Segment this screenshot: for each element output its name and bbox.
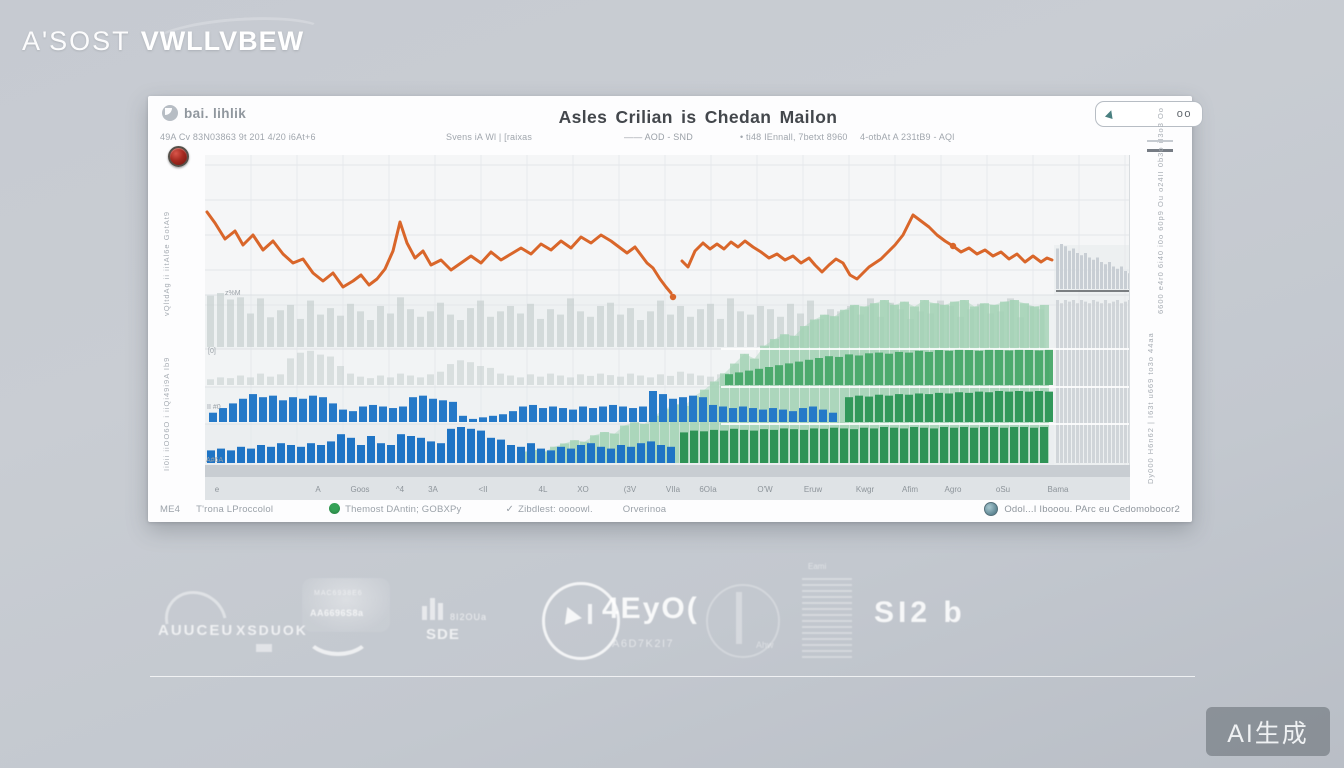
ai-generated-watermark: AI生成 [1206,707,1330,756]
partner-logo-swoosh-icon [304,610,372,656]
svg-text:Eruw: Eruw [804,485,822,494]
svg-text:Goos: Goos [350,485,369,494]
footer-item-overview[interactable]: Orverinoa [622,503,667,515]
right-axis-label-bottom: Dy000 H6n62 | I63t u669 to3o 44aa [1146,332,1155,484]
card-logo: bai. lihlik [162,105,246,121]
svg-text:6OIa: 6OIa [699,485,717,494]
card-footer: ME4 T'rona LProccolol Themost DAntin; GO… [160,500,1180,518]
svg-text:Agro: Agro [945,485,962,494]
partner-logo-4-sub: SDE [426,626,460,643]
svg-text:<II: <II [478,485,487,494]
svg-text:^4: ^4 [396,485,405,494]
svg-text:4L: 4L [539,485,548,494]
partner-logo-5: 4EyO( [602,592,699,625]
chart-card: bai. lihlik Asles Crilian is Chedan Mail… [148,96,1203,522]
svg-text:e: e [215,485,220,494]
partner-logo-dotted-icon [802,574,852,658]
chart-canvas[interactable]: e A Goos ^4 3A <II 4L XO (3V VIIa 6OIa O'W Eruw Kwgr A… [205,155,1130,500]
right-axis-label-top: 6600 e4r0 6i40 i0o 60p9 Ou o24II 0b3o iI… [1156,107,1165,314]
card-logo-icon [162,105,178,121]
search-value: oo [1176,108,1192,120]
globe-icon [984,502,999,516]
left-axis-label-top: vQltdAg ii iitAl6e GotAt9 [162,210,171,316]
partner-logo-tower-icon [736,592,742,644]
play-bar-icon [588,604,592,624]
chart-title: Asles Crilian is Chedan Mailon [558,107,838,127]
footer-item-me4: ME4 [160,503,181,515]
footer-item-protocol[interactable]: T'rona LProccolol [196,503,274,515]
divider-line [150,676,1195,677]
svg-text:z%M: z%M [225,290,241,297]
cursor-icon [1104,108,1116,120]
partner-logo-4: 8I2OUa [450,612,488,622]
partner-logo-2-icon [256,644,272,652]
brand-name: VWLLVBEW [140,26,305,56]
svg-text:VIIa: VIIa [666,485,681,494]
brand-prefix: A'SOST [22,26,131,56]
meta-info-center: Svens iA Wl | [raixas [446,132,533,142]
partner-logo-arc-icon [153,578,239,664]
svg-text:[0]: [0] [208,348,216,355]
legend-item-dot[interactable]: • ti48 IEnnall, 7betxt 8960 [740,132,848,142]
search-box[interactable]: oo [1095,101,1203,127]
svg-text:A#6A: A#6A [206,457,223,464]
svg-text:oSu: oSu [996,485,1010,494]
footer-legend-green[interactable]: Themost DAntin; GOBXPy [329,503,461,515]
play-triangle-icon [564,606,584,628]
partner-logo-circle-icon [542,582,620,660]
partner-logo-8: SI2 b [874,596,966,629]
partner-logo-6: Ahw [756,640,774,650]
footer-legend-check[interactable]: ✓ Zibdlest: oooowl. [505,503,593,515]
svg-text:XO: XO [577,485,589,494]
left-axis-label-bottom: Ii0ii iiOO6O i iiQi49i9A Ib9 [162,356,171,471]
svg-text:Kwgr: Kwgr [856,485,875,494]
svg-text:A: A [315,485,321,494]
svg-text:3A: 3A [428,485,438,494]
partner-logo-3-sub: MAC6938E6 [314,590,363,597]
check-icon: ✓ [505,503,515,515]
svg-text:(3V: (3V [624,485,637,494]
partner-logo-faint-circle-icon [706,584,780,658]
svg-text:Bama: Bama [1048,485,1069,494]
partner-logo-7: Eami [808,562,827,571]
partner-logo-2: XSDUOK [236,622,308,638]
partner-logo-1: AUUCEU [158,622,235,639]
partner-logos: AUUCEU XSDUOK MAC6938E6 AA6696S8a 8I2OUa… [150,560,1195,680]
svg-text:II #0: II #0 [207,404,221,411]
svg-text:O'W: O'W [757,485,773,494]
partner-logo-bars-icon [422,596,448,620]
meta-info-left: 49A Cv 83N03863 9t 201 4/20 i6At+6 [160,132,316,142]
green-dot-icon [329,503,341,514]
partner-logo-5-sub: A6D7K2I7 [612,638,675,650]
menu-lines-icon[interactable] [1147,140,1173,152]
brand-logo: A'SOST VWLLVBEW [22,26,304,57]
card-logo-text: bai. lihlik [184,105,247,121]
footer-source-info: Odol...I Ibooou. PArc eu Cedomobocor2 [984,502,1180,516]
svg-text:Afim: Afim [902,485,918,494]
record-button[interactable] [168,146,189,167]
legend-item-line[interactable]: —— AOD - SND [624,132,693,142]
legend-item-extra[interactable]: 4-otbAt A 231tB9 - AQl [860,132,955,142]
